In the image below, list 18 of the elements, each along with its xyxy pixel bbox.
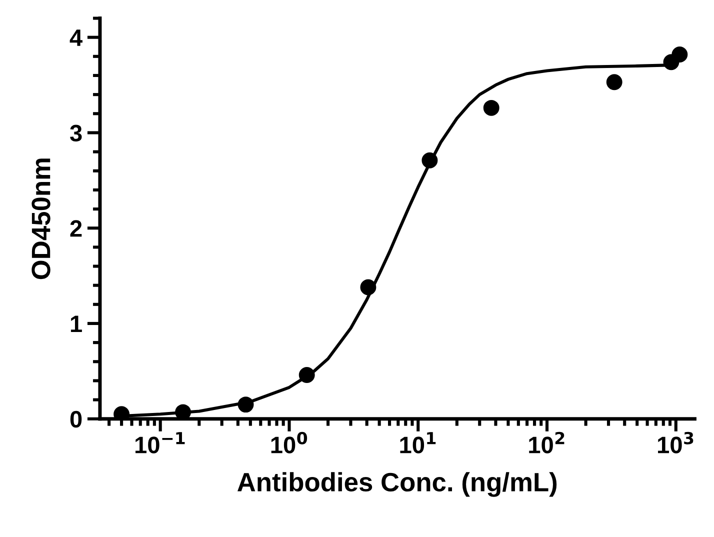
x-tick-label: 10$^{−1}$ [136,432,185,454]
point [238,396,254,413]
point [360,279,376,296]
x-tick-label: 10$^{2}$ [529,432,564,454]
y-tick-label: 1 [70,316,82,332]
point [175,404,192,419]
point [672,46,688,62]
point [298,367,315,383]
x-tick-label: 10$^{1}$ [400,432,436,454]
y-tick-label: 2 [70,220,82,237]
y-tick-label: 3 [70,124,82,142]
point [422,152,438,168]
x-axis-title: Antibodies Conc. (ng/mL) [237,472,557,497]
y-tick-label: 4 [70,30,82,46]
x-tick-label: 10$^{0}$ [271,432,308,454]
x-tick-label: 10$^{3}$ [658,432,694,454]
y-tick-label: 0 [70,410,82,428]
y-axis-title: OD450nm [32,158,50,280]
